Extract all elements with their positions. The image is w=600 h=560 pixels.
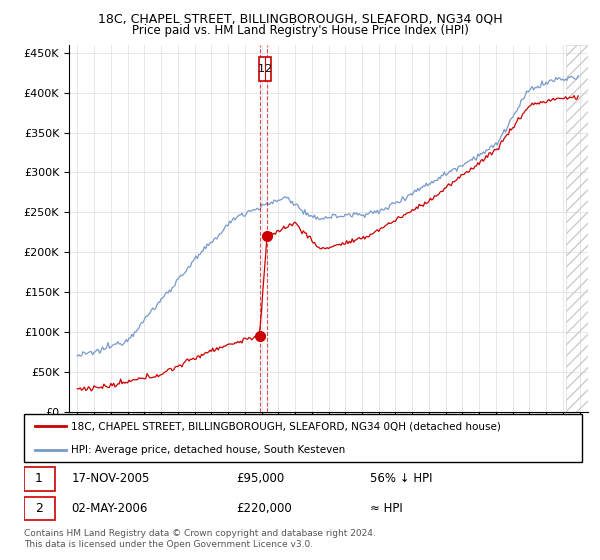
Text: ≈ HPI: ≈ HPI bbox=[370, 502, 403, 515]
Text: 2: 2 bbox=[35, 502, 43, 515]
Bar bbox=[259, 57, 271, 81]
Text: £220,000: £220,000 bbox=[236, 502, 292, 515]
Text: 1: 1 bbox=[35, 473, 43, 486]
Text: 2: 2 bbox=[265, 64, 272, 74]
Text: £95,000: £95,000 bbox=[236, 473, 284, 486]
Text: 1: 1 bbox=[259, 64, 265, 74]
Text: 18C, CHAPEL STREET, BILLINGBOROUGH, SLEAFORD, NG34 0QH (detached house): 18C, CHAPEL STREET, BILLINGBOROUGH, SLEA… bbox=[71, 421, 502, 431]
Text: 18C, CHAPEL STREET, BILLINGBOROUGH, SLEAFORD, NG34 0QH: 18C, CHAPEL STREET, BILLINGBOROUGH, SLEA… bbox=[98, 12, 502, 25]
Bar bbox=[24, 497, 55, 520]
Text: Price paid vs. HM Land Registry's House Price Index (HPI): Price paid vs. HM Land Registry's House … bbox=[131, 24, 469, 36]
Text: HPI: Average price, detached house, South Kesteven: HPI: Average price, detached house, Sout… bbox=[71, 445, 346, 455]
Text: 56% ↓ HPI: 56% ↓ HPI bbox=[370, 473, 433, 486]
Text: 17-NOV-2005: 17-NOV-2005 bbox=[71, 473, 150, 486]
Bar bbox=[24, 467, 55, 491]
Text: Contains HM Land Registry data © Crown copyright and database right 2024.
This d: Contains HM Land Registry data © Crown c… bbox=[24, 529, 376, 549]
Text: 02-MAY-2006: 02-MAY-2006 bbox=[71, 502, 148, 515]
